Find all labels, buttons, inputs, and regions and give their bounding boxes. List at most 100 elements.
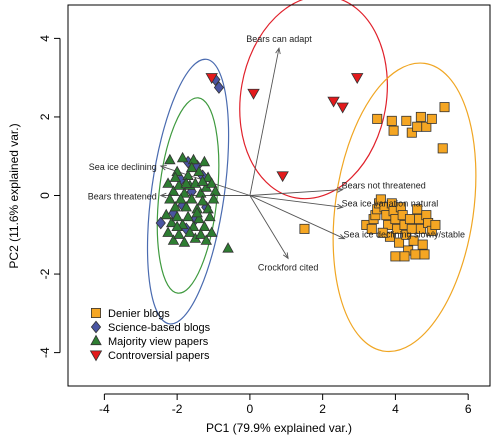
point-majority-view-papers xyxy=(165,216,178,228)
point-denier-blogs xyxy=(412,204,423,215)
legend-marker-science-based-blogs xyxy=(90,320,102,334)
point-denier-blogs xyxy=(417,239,428,250)
x-tick-label: 4 xyxy=(392,402,399,416)
x-tick-label: 2 xyxy=(319,402,326,416)
point-majority-view-papers xyxy=(209,185,222,196)
point-controversial-papers xyxy=(351,73,364,84)
point-majority-view-papers xyxy=(196,195,209,206)
point-majority-view-papers xyxy=(164,153,176,165)
point-denier-blogs xyxy=(377,227,388,238)
point-denier-blogs xyxy=(439,102,450,113)
point-majority-view-papers xyxy=(200,234,212,245)
arrow-bears-can-adapt xyxy=(249,48,280,196)
point-controversial-papers xyxy=(327,96,340,108)
loading-label-bears-can-adapt: Bears can adapt xyxy=(246,34,312,44)
point-majority-view-papers xyxy=(178,236,191,247)
y-tick-label: 4 xyxy=(38,35,52,42)
loading-labels: Bears can adapt Sea ice declining Bears th… xyxy=(88,34,465,272)
arrowhead-bears-not-threatened xyxy=(336,187,344,193)
arrowhead-sea-ice-declining-slowly-stable xyxy=(338,233,346,240)
point-majority-view-papers xyxy=(198,155,211,167)
point-controversial-papers xyxy=(276,171,289,183)
point-denier-blogs xyxy=(390,251,401,262)
ellipse-controversial-papers xyxy=(239,0,388,200)
point-majority-view-papers xyxy=(169,200,182,212)
loading-label-bears-threatened: Bears threatened xyxy=(88,192,157,202)
point-controversial-papers xyxy=(336,102,349,114)
point-majority-view-papers xyxy=(180,177,192,188)
point-majority-view-papers xyxy=(185,161,198,173)
point-majority-view-papers xyxy=(193,212,205,224)
legend-marker-majority-view-papers xyxy=(90,334,102,346)
arrow-sea-ice-declining-slowly-stable xyxy=(249,195,345,240)
x-tick-label: 0 xyxy=(247,402,254,416)
point-denier-blogs xyxy=(299,223,310,234)
point-denier-blogs xyxy=(401,229,412,240)
point-majority-view-papers xyxy=(184,226,196,237)
point-denier-blogs xyxy=(412,121,423,132)
point-majority-view-papers xyxy=(173,228,185,239)
plot-frame xyxy=(67,4,491,387)
point-controversial-papers xyxy=(247,88,260,100)
loading-label-bears-not-threatened: Bears not threatened xyxy=(342,181,426,191)
point-denier-blogs xyxy=(410,249,421,260)
point-majority-view-papers xyxy=(205,177,218,188)
point-denier-blogs xyxy=(404,214,415,225)
y-axis-label: PC2 (11.6% explained var.) xyxy=(7,123,21,268)
legend-label-denier-blogs: Denier blogs xyxy=(108,308,170,320)
ellipse-denier-blogs xyxy=(332,62,477,353)
point-majority-view-papers xyxy=(204,210,216,222)
legend-label-science-based-blogs: Science-based blogs xyxy=(108,322,211,334)
legend-label-majority-view-papers: Majority view papers xyxy=(108,336,209,348)
point-denier-blogs xyxy=(388,125,399,136)
loading-label-crockford-cited: Crockford cited xyxy=(258,262,319,272)
arrow-bears-not-threatened xyxy=(249,189,343,196)
point-majority-view-papers xyxy=(171,165,183,177)
point-science-based-blogs xyxy=(155,216,166,230)
y-axis: -4 -2 0 2 4 xyxy=(38,35,61,358)
point-majority-view-papers xyxy=(198,220,211,232)
arrowhead-crockford-cited xyxy=(282,252,289,260)
arrow-sea-ice-variation-natural xyxy=(249,195,343,208)
loading-label-sea-ice-declining: Sea ice declining xyxy=(89,162,157,172)
x-tick-label: 6 xyxy=(465,402,472,416)
point-majority-view-papers xyxy=(202,171,214,182)
ellipses-layer xyxy=(146,0,477,353)
point-majority-view-papers xyxy=(178,187,191,198)
point-majority-view-papers xyxy=(196,175,209,186)
point-denier-blogs xyxy=(386,115,397,126)
y-tick-label: -4 xyxy=(38,347,52,358)
point-controversial-papers xyxy=(205,73,218,84)
arrowhead-sea-ice-variation-natural xyxy=(336,203,344,210)
y-tick-label: 0 xyxy=(38,192,52,199)
x-axis-label: PC1 (79.9% explained var.) xyxy=(206,421,352,435)
x-tick-label: -4 xyxy=(99,402,110,416)
arrowhead-bears-threatened xyxy=(159,192,167,199)
y-tick-label: 2 xyxy=(38,113,52,120)
point-majority-view-papers xyxy=(160,208,172,220)
point-majority-view-papers xyxy=(169,171,182,182)
point-denier-blogs xyxy=(415,223,426,234)
point-majority-view-papers xyxy=(185,193,198,204)
point-denier-blogs xyxy=(421,121,432,132)
point-majority-view-papers xyxy=(164,193,176,204)
point-majority-view-papers xyxy=(175,193,187,204)
point-majority-view-papers xyxy=(187,220,200,232)
point-denier-blogs xyxy=(426,113,437,124)
point-majority-view-papers xyxy=(207,193,220,204)
x-axis: -4 -2 0 2 4 6 xyxy=(99,393,472,416)
ellipse-majority-view-papers xyxy=(156,97,220,294)
point-denier-blogs xyxy=(406,127,417,138)
arrow-crockford-cited xyxy=(249,195,289,259)
point-majority-view-papers xyxy=(176,151,189,163)
point-majority-view-papers xyxy=(191,206,203,218)
point-denier-blogs xyxy=(430,219,441,230)
point-majority-view-papers xyxy=(187,153,200,165)
point-denier-blogs xyxy=(419,249,430,260)
arrowhead-sea-ice-declining xyxy=(159,165,167,171)
point-majority-view-papers xyxy=(195,228,207,239)
point-majority-view-papers xyxy=(205,226,218,237)
point-majority-view-papers xyxy=(202,202,214,214)
point-denier-blogs xyxy=(372,113,383,124)
